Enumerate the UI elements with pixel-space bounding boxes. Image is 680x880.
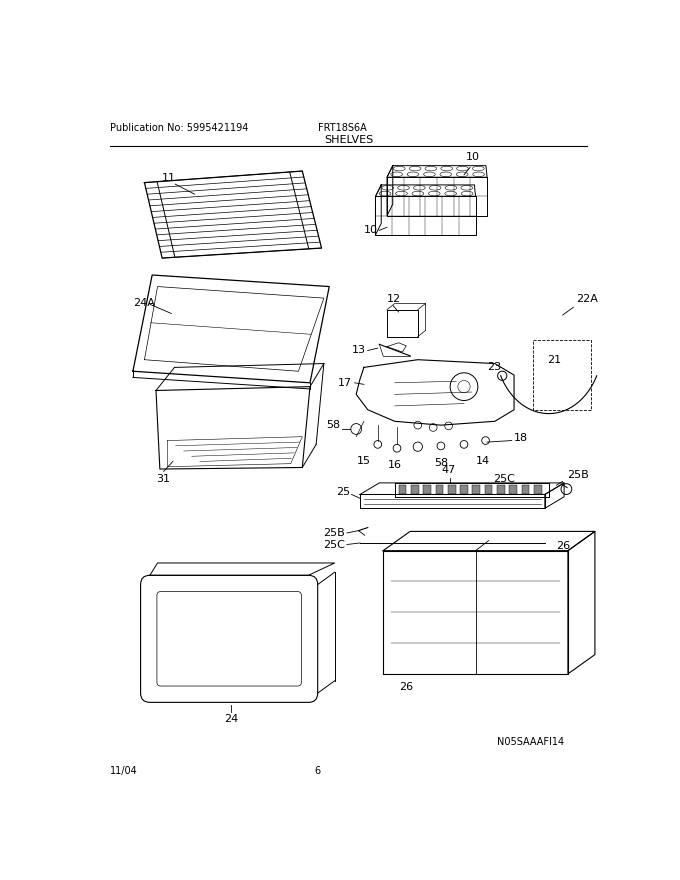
- Text: 11/04: 11/04: [109, 766, 137, 776]
- Text: Publication No: 5995421194: Publication No: 5995421194: [109, 122, 248, 133]
- Text: 26: 26: [556, 541, 571, 551]
- Text: 25B: 25B: [323, 528, 345, 538]
- Bar: [522, 485, 530, 495]
- Text: 16: 16: [388, 459, 402, 470]
- Text: 6: 6: [315, 766, 321, 776]
- Text: 24: 24: [224, 714, 239, 724]
- Bar: [398, 485, 406, 495]
- Text: 18: 18: [514, 433, 528, 444]
- Text: FRT18S6A: FRT18S6A: [318, 122, 367, 133]
- Text: 25C: 25C: [323, 539, 345, 549]
- Text: 10: 10: [466, 152, 479, 162]
- Bar: [473, 485, 480, 495]
- Text: 58: 58: [434, 458, 448, 468]
- Bar: [411, 485, 419, 495]
- Bar: [435, 485, 443, 495]
- Bar: [509, 485, 517, 495]
- Bar: [534, 485, 542, 495]
- Text: 17: 17: [338, 378, 352, 388]
- Text: 21: 21: [547, 355, 561, 364]
- Bar: [448, 485, 456, 495]
- Bar: [423, 485, 431, 495]
- Text: 25B: 25B: [567, 470, 589, 480]
- Text: SHELVES: SHELVES: [324, 135, 373, 145]
- Text: 26: 26: [399, 682, 413, 692]
- Text: 25C: 25C: [493, 474, 515, 484]
- Bar: [460, 485, 468, 495]
- Text: 31: 31: [156, 473, 170, 484]
- Text: 24A: 24A: [133, 298, 155, 308]
- Text: 15: 15: [357, 456, 371, 466]
- Text: 25: 25: [336, 488, 350, 497]
- Text: 47: 47: [441, 466, 456, 475]
- Text: 11: 11: [162, 172, 176, 182]
- Bar: [497, 485, 505, 495]
- Text: 22A: 22A: [577, 294, 598, 304]
- Text: N05SAAAFI14: N05SAAAFI14: [497, 737, 564, 747]
- Bar: [485, 485, 492, 495]
- Text: 13: 13: [352, 346, 367, 356]
- Text: 10: 10: [364, 225, 378, 235]
- Text: 12: 12: [387, 294, 401, 304]
- Text: 14: 14: [476, 456, 490, 466]
- Text: 58: 58: [326, 420, 341, 430]
- Text: 23: 23: [487, 363, 501, 372]
